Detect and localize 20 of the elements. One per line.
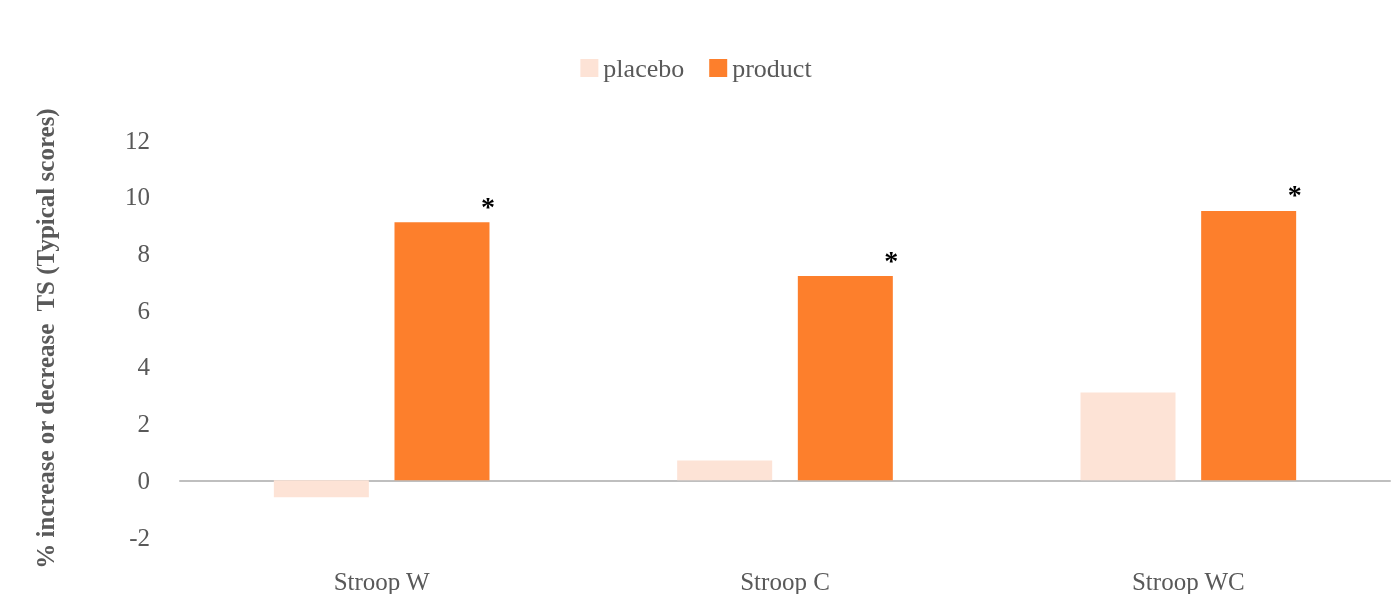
y-tick-label: 10 xyxy=(125,183,150,211)
bar xyxy=(1080,392,1176,481)
y-tick-label: 0 xyxy=(137,466,150,494)
legend-label: placebo xyxy=(603,53,685,83)
bar xyxy=(677,460,773,481)
y-axis-title: % increase or decrease TS (Typical scores) xyxy=(31,108,60,569)
y-tick-label: 4 xyxy=(137,353,151,381)
y-tick-label: 8 xyxy=(137,239,150,267)
annotation: * xyxy=(480,190,495,222)
legend-label: product xyxy=(732,53,813,83)
y-tick-label: 2 xyxy=(137,410,150,438)
bar xyxy=(273,480,369,498)
annotation: * xyxy=(1287,179,1302,211)
bar xyxy=(797,276,893,481)
bar xyxy=(1201,210,1297,481)
y-tick-label: -2 xyxy=(129,523,150,551)
bar xyxy=(394,222,490,481)
annotation: * xyxy=(884,244,899,276)
y-tick-label: 6 xyxy=(137,296,150,324)
y-tick-label: 12 xyxy=(125,126,150,154)
